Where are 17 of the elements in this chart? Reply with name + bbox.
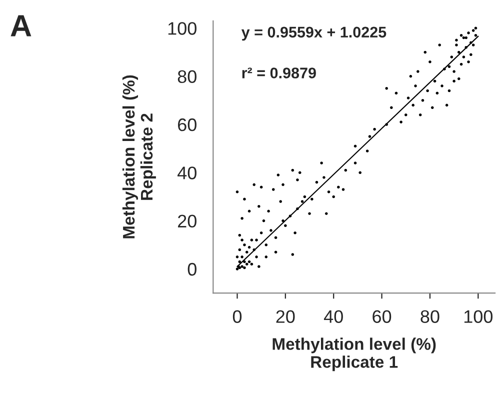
y-tick-label: 80: [178, 70, 196, 84]
x-tick-label: 0: [232, 310, 242, 323]
x-tick-label: 100: [464, 310, 493, 323]
annotation: r² = 0.9879: [242, 68, 316, 78]
y-tick-label: 0: [188, 262, 196, 276]
annotation: y = 0.9559x + 1.0225: [241, 26, 386, 41]
y-tick-label: 20: [178, 214, 196, 228]
y-axis-title: Methylation level (%) Replicate 2: [122, 75, 156, 238]
x-axis-title: Methylation level (%) Replicate 1: [272, 338, 436, 372]
x-tick-label: 60: [372, 310, 392, 323]
x-tick-label: 80: [420, 310, 440, 323]
x-tick-label: 20: [276, 310, 295, 323]
y-tick-label: 100: [168, 22, 196, 35]
text: A: [10, 15, 32, 36]
x-tick-label: 40: [324, 310, 343, 323]
y-tick-label: 40: [178, 166, 196, 180]
y-tick-label: 60: [178, 118, 196, 132]
